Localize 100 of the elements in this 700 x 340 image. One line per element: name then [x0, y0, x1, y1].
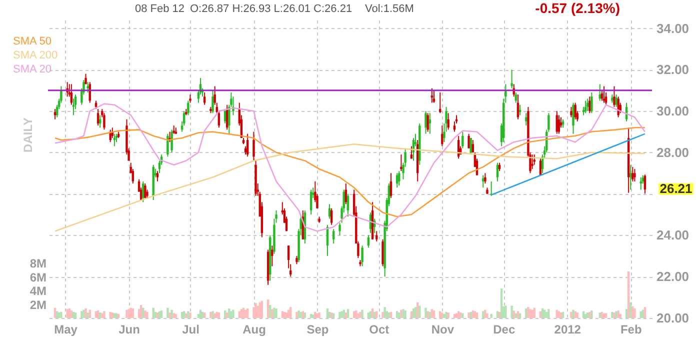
bar — [232, 310, 234, 318]
candlestick — [424, 110, 427, 134]
candlestick — [572, 102, 574, 134]
bar — [56, 311, 58, 318]
x-tick-label: Aug — [242, 322, 266, 336]
bar — [396, 311, 398, 318]
bar — [146, 312, 148, 318]
bar — [86, 312, 89, 318]
bar — [627, 271, 630, 318]
bar — [160, 310, 163, 318]
candlestick — [510, 69, 513, 89]
bar — [238, 311, 240, 318]
candlestick — [644, 174, 646, 194]
bar — [486, 313, 488, 318]
candlestick — [346, 193, 350, 218]
bar — [269, 304, 272, 318]
x-tick-label: Sep — [306, 322, 329, 336]
bar — [260, 300, 264, 318]
candlestick — [590, 92, 593, 114]
text: O:26.87 H:26.93 L:26.01 C:26.21 — [190, 3, 352, 15]
bar — [314, 312, 316, 318]
bar — [218, 312, 220, 318]
bar — [312, 314, 314, 318]
bar — [376, 311, 378, 318]
bar — [457, 311, 460, 318]
x-tick-label: Dec — [493, 322, 516, 336]
bar — [634, 308, 636, 318]
bar — [476, 312, 478, 318]
bar — [240, 309, 243, 318]
bar — [576, 312, 578, 318]
bar — [132, 308, 134, 318]
bar — [344, 312, 348, 318]
text: 26.21 — [660, 181, 692, 196]
candlestick — [344, 182, 348, 205]
bar — [168, 312, 171, 318]
candlestick — [613, 86, 616, 108]
bar — [625, 309, 628, 318]
candlestick — [531, 154, 534, 170]
candlestick — [70, 84, 73, 106]
bar — [113, 313, 116, 318]
candlestick — [103, 112, 106, 130]
bar — [510, 306, 513, 318]
candlestick — [156, 170, 159, 182]
candlestick — [170, 129, 173, 153]
candlestick — [441, 125, 444, 147]
text: 08 Feb 12 — [135, 3, 185, 15]
candlestick — [615, 94, 618, 108]
bar — [290, 307, 292, 318]
x-tick-label: May — [54, 322, 78, 336]
bar — [432, 310, 436, 318]
bar — [170, 310, 173, 318]
bar — [152, 308, 154, 318]
bar — [275, 308, 278, 318]
candlestick — [271, 245, 274, 267]
bar — [316, 313, 318, 318]
candlestick — [382, 238, 384, 267]
candlestick — [496, 162, 499, 182]
text: -0.57 (2.13%) — [535, 0, 620, 16]
bar — [230, 311, 232, 318]
bar — [60, 312, 62, 318]
bar — [58, 312, 60, 318]
candlestick — [588, 96, 591, 114]
y2-tick-label: 8M — [30, 256, 46, 271]
candlestick — [390, 172, 392, 198]
candlestick — [212, 90, 214, 114]
candlestick — [338, 222, 341, 236]
y2-tick-label: 6M — [30, 270, 46, 284]
bar — [68, 308, 70, 318]
bar — [598, 312, 601, 318]
candlestick — [310, 189, 312, 216]
candlestick — [86, 82, 89, 93]
candlestick — [617, 96, 620, 118]
candlestick — [632, 166, 634, 182]
candlestick — [634, 168, 636, 182]
candlestick — [472, 140, 474, 153]
bar — [398, 312, 400, 318]
bar — [412, 308, 415, 318]
bar — [414, 307, 417, 318]
candlestick — [96, 108, 100, 126]
candlestick — [187, 100, 190, 116]
y-tick-label: 34.00 — [656, 20, 690, 36]
bar — [346, 309, 350, 318]
bar — [318, 312, 320, 318]
candlestick — [361, 245, 364, 267]
candlestick — [484, 172, 486, 184]
candlestick — [398, 170, 400, 186]
bar — [430, 309, 434, 318]
y2-tick-label: 2M — [30, 298, 46, 312]
bar — [369, 311, 372, 318]
text: SMA 200 — [13, 50, 58, 62]
candlestick — [144, 182, 146, 198]
y-tick-label: 32.00 — [656, 62, 690, 78]
candlestick — [376, 230, 378, 242]
bar — [644, 307, 646, 318]
candlestick — [396, 172, 398, 188]
bar — [332, 313, 335, 318]
candlestick — [426, 112, 429, 132]
candlestick — [516, 94, 520, 120]
candlestick — [630, 164, 632, 190]
line-series — [54, 144, 646, 232]
